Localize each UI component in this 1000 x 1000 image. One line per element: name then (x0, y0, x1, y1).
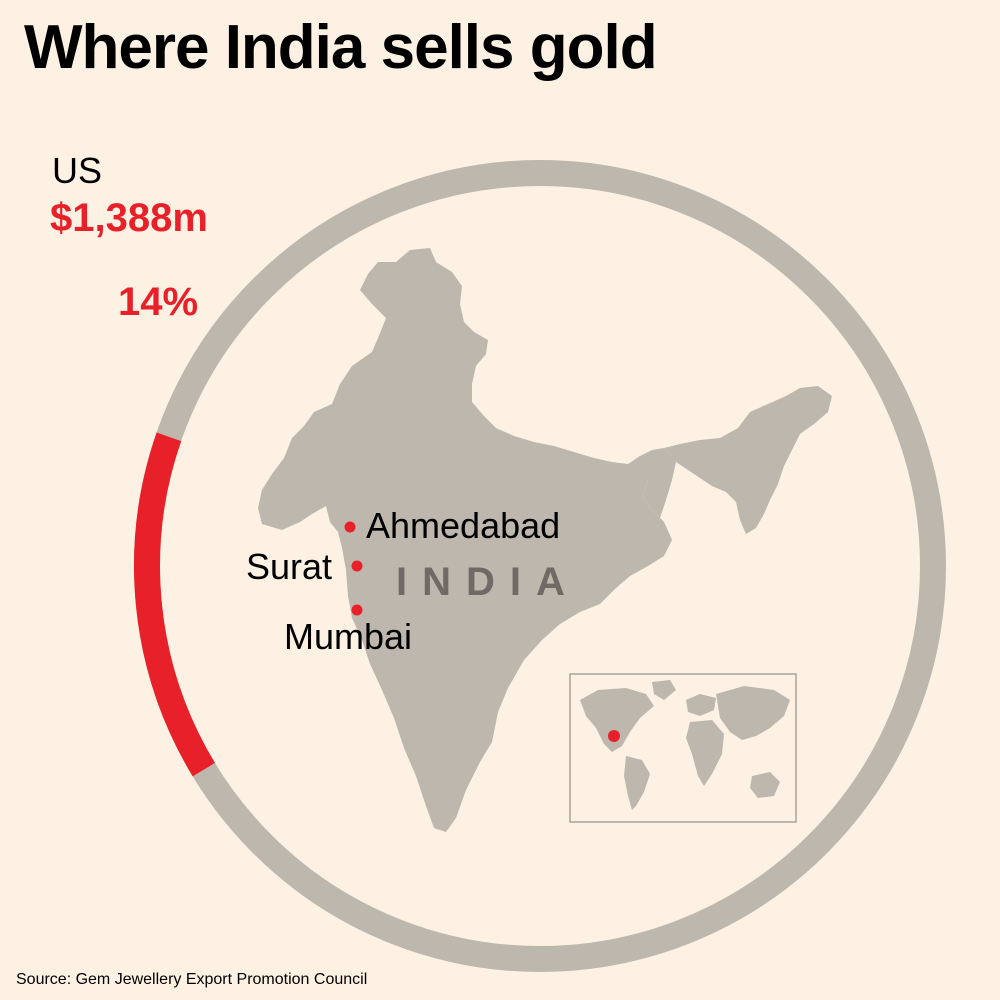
inset-map-frame (569, 673, 797, 823)
destination-share-label: 14% (118, 280, 199, 324)
page-title: Where India sells gold (24, 13, 658, 82)
destination-country-name: US (52, 150, 103, 191)
source-note: Source: Gem Jewellery Export Promotion C… (16, 971, 368, 988)
city-label-ahmedabad: Ahmedabad (366, 505, 561, 546)
ahmedabad-marker (344, 521, 356, 533)
city-label-mumbai: Mumbai (284, 616, 413, 657)
india-country-label: INDIA (396, 560, 580, 604)
inset-us-marker (608, 730, 620, 742)
india-northeast-shape (664, 386, 832, 534)
bengal-coast-shape (642, 448, 676, 540)
india-mainland-shape (258, 248, 672, 832)
surat-marker (351, 560, 363, 572)
share-ring-us-arc (134, 432, 215, 777)
inset-world-map (580, 680, 790, 810)
mumbai-marker (351, 604, 363, 616)
city-label-surat: Surat (246, 546, 333, 587)
destination-value: $1,388m (50, 196, 208, 240)
